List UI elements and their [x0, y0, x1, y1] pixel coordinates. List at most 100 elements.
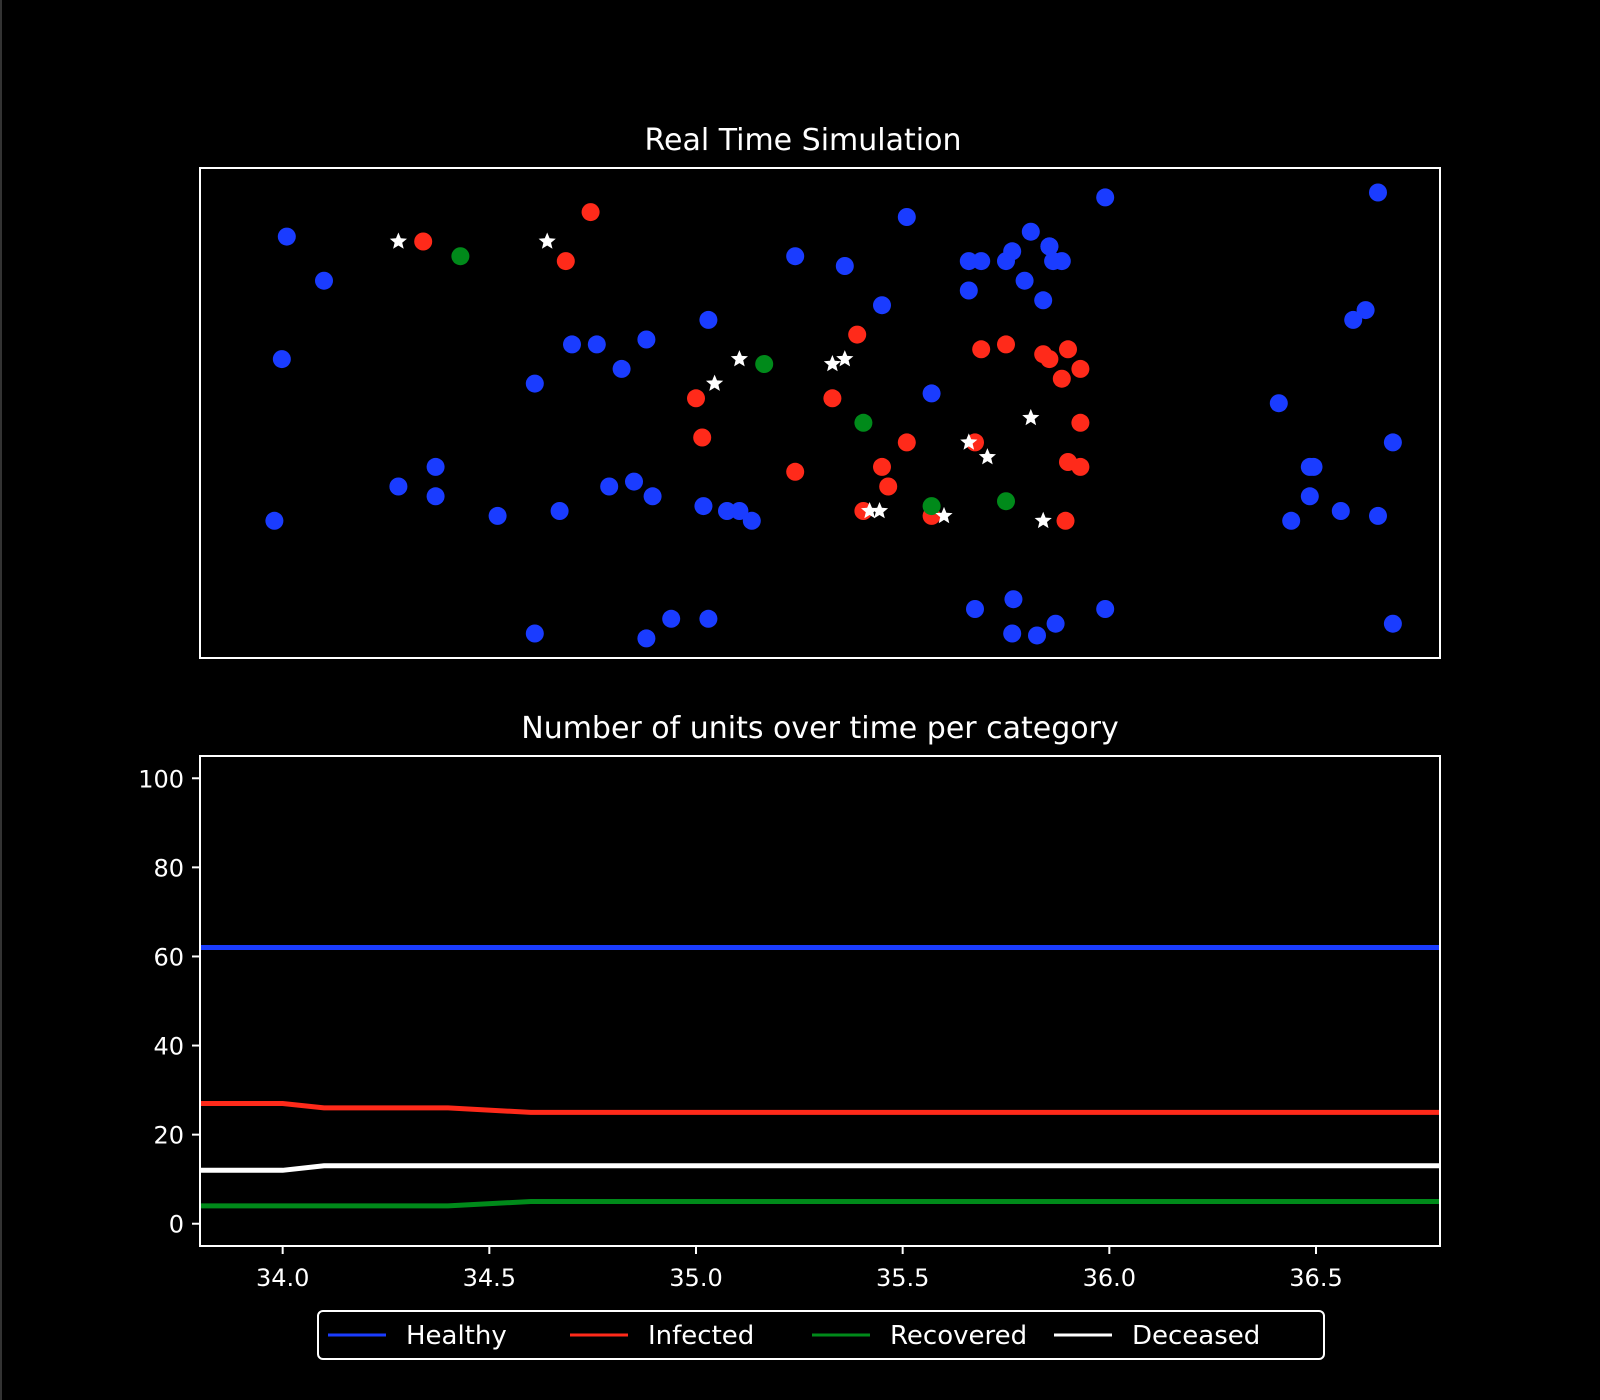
healthy-point: [742, 511, 761, 530]
infected-point: [1056, 511, 1075, 530]
deceased-marker: [978, 448, 996, 465]
series-line-deceased: [200, 1163, 1440, 1173]
infected-point: [1071, 457, 1090, 476]
healthy-point: [1021, 222, 1040, 241]
x-tick-label: 35.0: [669, 1264, 722, 1292]
line-series: [200, 945, 1440, 1209]
recovered-point: [755, 355, 774, 373]
infected-point: [1040, 350, 1059, 369]
x-tick-label: 34.5: [463, 1264, 516, 1292]
recovered-point: [451, 247, 470, 266]
x-axis-ticks: 34.0 34.5 35.0 35.5 36.0 36.5: [256, 1246, 1343, 1292]
healthy-point: [525, 624, 544, 643]
series-line-infected: [200, 1101, 1440, 1115]
healthy-point: [966, 600, 984, 618]
infected-point: [786, 462, 805, 481]
healthy-point: [1052, 252, 1071, 271]
series-line-recovered: [200, 1199, 1440, 1209]
y-axis-ticks: 0 20 40 60 80 100: [138, 765, 200, 1239]
healthy-point: [265, 511, 284, 530]
healthy-point: [694, 497, 713, 516]
healthy-point: [1028, 626, 1046, 645]
healthy-point: [1282, 511, 1301, 530]
healthy-point: [699, 609, 718, 628]
healthy-point: [1269, 394, 1288, 413]
infected-point: [1052, 369, 1071, 388]
healthy-point: [1356, 301, 1375, 320]
recovered-point: [922, 497, 941, 516]
healthy-point: [587, 335, 606, 354]
legend: Healthy Infected Recovered Deceased: [317, 1310, 1325, 1360]
recovered-point: [854, 413, 873, 432]
healthy-point: [972, 252, 991, 271]
healthy-point: [897, 208, 916, 226]
deceased-marker: [538, 232, 556, 249]
scatter-points: [265, 183, 1402, 648]
healthy-point: [1046, 614, 1065, 633]
healthy-point: [1034, 291, 1053, 310]
deceased-marker: [960, 433, 978, 450]
scatter-title: Real Time Simulation: [645, 123, 962, 158]
infected-point: [1059, 340, 1077, 359]
healthy-point: [1383, 614, 1402, 633]
healthy-point: [1300, 457, 1319, 476]
line-title: Number of units over time per category: [521, 711, 1119, 746]
x-tick-label: 36.5: [1289, 1264, 1342, 1292]
healthy-point: [625, 472, 643, 491]
healthy-point: [1331, 502, 1350, 520]
y-tick-label: 80: [153, 854, 184, 882]
healthy-point: [1300, 487, 1319, 506]
healthy-point: [550, 502, 569, 520]
healthy-point: [612, 359, 631, 378]
healthy-point: [873, 296, 891, 315]
healthy-point: [699, 310, 718, 329]
deceased-marker: [871, 502, 889, 519]
healthy-point: [426, 487, 445, 506]
legend-items: Healthy Infected Recovered Deceased: [328, 1321, 1260, 1351]
deceased-marker: [730, 350, 748, 367]
healthy-point: [786, 247, 805, 266]
healthy-point: [488, 506, 507, 525]
y-tick-label: 60: [153, 943, 184, 971]
healthy-point: [637, 330, 656, 349]
y-tick-label: 40: [153, 1033, 184, 1061]
healthy-point: [1369, 183, 1387, 202]
y-tick-label: 20: [153, 1122, 184, 1150]
deceased-marker: [706, 374, 724, 391]
infected-point: [873, 457, 891, 476]
infected-point: [897, 433, 916, 452]
healthy-point: [277, 227, 296, 246]
healthy-point: [730, 502, 749, 520]
legend-label-recovered: Recovered: [890, 1321, 1027, 1351]
x-tick-label: 35.5: [876, 1264, 929, 1292]
healthy-point: [1369, 506, 1387, 525]
deceased-marker: [1022, 408, 1040, 426]
infected-point: [687, 389, 705, 408]
deceased-marker: [861, 502, 879, 519]
deceased-marker: [836, 350, 854, 367]
healthy-point: [600, 477, 619, 496]
healthy-point: [563, 335, 581, 354]
legend-label-deceased: Deceased: [1132, 1321, 1260, 1351]
infected-point: [997, 335, 1015, 354]
recovered-point: [997, 492, 1015, 511]
infected-point: [879, 477, 898, 496]
line-plot: Number of units over time per category 0…: [138, 711, 1441, 1292]
infected-point: [972, 340, 991, 359]
healthy-point: [1040, 237, 1059, 256]
healthy-point: [643, 487, 662, 506]
infected-point: [556, 252, 575, 271]
healthy-point: [1003, 624, 1022, 643]
healthy-point: [1015, 271, 1034, 290]
legend-label-infected: Infected: [648, 1321, 754, 1351]
deceased-marker: [389, 232, 407, 249]
healthy-point: [1096, 188, 1115, 207]
healthy-point: [1004, 590, 1023, 609]
healthy-point: [662, 609, 681, 628]
y-tick-label: 100: [138, 765, 184, 793]
infected-point: [1071, 359, 1090, 378]
healthy-point: [426, 457, 445, 476]
healthy-point: [525, 374, 544, 393]
